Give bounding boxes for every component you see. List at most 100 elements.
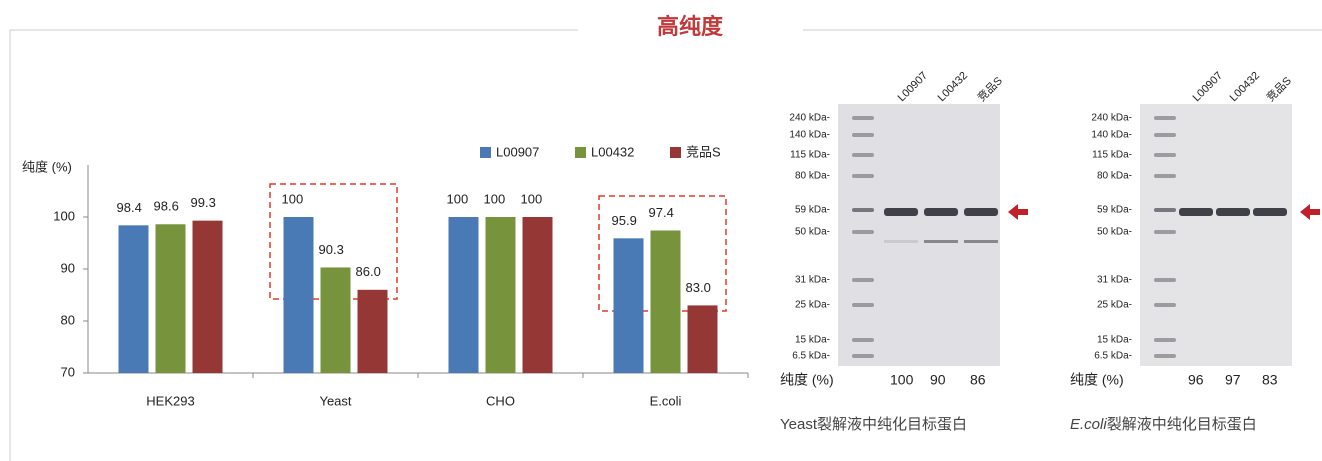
caption: E.coli裂解液中纯化目标蛋白 [1070,416,1257,433]
value-label: 100 [521,191,543,206]
marker-label: 59 kDa- [795,205,830,216]
marker-band [1154,278,1176,282]
lane-label: L00432 [1228,70,1262,104]
purity-value: 83 [1262,372,1278,388]
protein-band [1216,208,1250,216]
marker-label: 6.5 kDa- [1094,351,1132,362]
legend-label: L00432 [591,144,634,159]
value-label: 83.0 [686,280,711,295]
purity-value: 100 [890,372,914,388]
lane-label: L00432 [936,70,970,104]
purity-value: 86 [970,372,986,388]
marker-band [1154,303,1176,307]
legend-swatch [575,147,586,158]
legend-label: L00907 [496,144,539,159]
bar [687,305,718,373]
bar [192,220,223,373]
marker-band [852,230,874,234]
marker-band [852,354,874,358]
marker-band [852,116,874,120]
legend-label: 竞品S [686,144,721,159]
bar [522,217,553,373]
marker-band [852,133,874,137]
marker-band [1154,338,1176,342]
protein-band [964,208,998,216]
marker-label: 6.5 kDa- [792,351,830,362]
marker-label: 15 kDa- [1097,335,1132,346]
y-tick-label: 70 [61,364,75,379]
value-label: 90.3 [319,242,344,257]
title: 高纯度 [657,14,724,39]
marker-label: 115 kDa- [790,150,830,161]
lane-label: 竞品S [974,74,1005,105]
bar [448,217,479,373]
bar [118,225,149,373]
purity-label: 纯度 (%) [780,372,834,388]
legend-swatch [480,147,491,158]
purity-value: 90 [930,372,946,388]
marker-band [852,208,874,212]
y-axis-label: 纯度 (%) [22,159,72,174]
arrow [1300,204,1320,220]
marker-label: 240 kDa- [1091,113,1132,124]
marker-label: 15 kDa- [795,335,830,346]
minor-band [964,240,998,243]
x-tick-label: CHO [486,393,515,408]
marker-band [852,338,874,342]
bar [320,267,351,373]
caption-text: 裂解液中纯化目标蛋白 [1107,416,1257,433]
minor-band [884,240,918,243]
marker-label: 50 kDa- [1097,227,1132,238]
gel-image [1140,104,1292,366]
arrow [1008,204,1028,220]
value-label: 86.0 [356,264,381,279]
x-tick-label: HEK293 [146,393,194,408]
x-tick-label: E.coli [650,393,682,408]
marker-band [1154,133,1176,137]
lane-label: L00907 [1191,70,1225,104]
marker-band [852,153,874,157]
value-label: 97.4 [649,205,674,220]
purity-value: 97 [1225,372,1241,388]
value-label: 99.3 [191,195,216,210]
bar [357,289,388,373]
value-label: 98.4 [117,200,142,215]
bar [650,230,681,373]
bar [613,238,644,373]
marker-band [1154,230,1176,234]
marker-label: 80 kDa- [1097,171,1132,182]
value-label: 98.6 [154,199,179,214]
bar [155,224,186,373]
value-label: 100 [447,191,469,206]
marker-label: 31 kDa- [795,275,830,286]
caption-text: 裂解液中纯化目标蛋白 [817,416,967,433]
marker-band [1154,174,1176,178]
marker-band [1154,208,1176,212]
marker-label: 25 kDa- [1097,300,1132,311]
marker-label: 31 kDa- [1097,275,1132,286]
lane-label: L00907 [896,70,930,104]
protein-band [1253,208,1287,216]
value-label: 100 [282,191,304,206]
marker-label: 115 kDa- [1092,150,1132,161]
marker-label: 140 kDa- [789,130,830,141]
y-tick-label: 90 [61,260,75,275]
protein-band [924,208,958,216]
bar [283,217,314,373]
marker-band [1154,116,1176,120]
marker-label: 50 kDa- [795,227,830,238]
value-label: 95.9 [612,213,637,228]
marker-band [1154,153,1176,157]
lane-label: 竞品S [1263,74,1294,105]
caption-prefix: E.coli [1070,416,1107,433]
protein-band [884,208,918,216]
marker-band [1154,354,1176,358]
purity-value: 96 [1188,372,1204,388]
legend-swatch [670,147,681,158]
purity-label: 纯度 (%) [1070,372,1124,388]
marker-label: 140 kDa- [1091,130,1132,141]
minor-band [924,240,958,243]
marker-band [852,278,874,282]
